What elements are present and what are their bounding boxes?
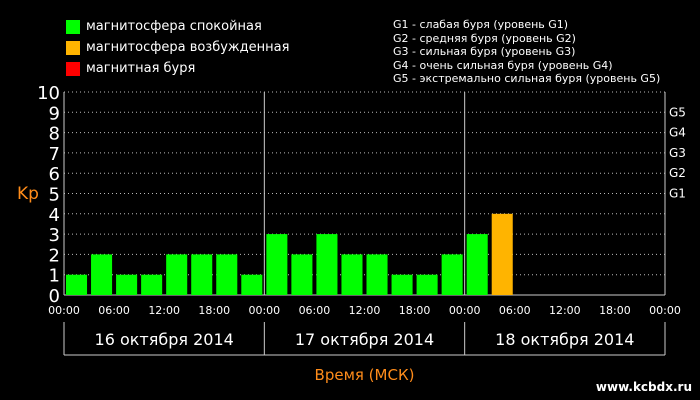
time-tick-label: 06:00 <box>98 304 130 317</box>
kp-bar <box>191 254 213 295</box>
y-axis-label: Kp <box>17 184 39 204</box>
g-level-label: G1 <box>669 187 686 201</box>
kp-bar <box>266 234 288 295</box>
y-tick-label: 0 <box>49 286 60 307</box>
y-tick-label: 10 <box>37 83 60 104</box>
legend-label-calm: магнитосфера спокойная <box>86 19 262 34</box>
g-level-label: G5 <box>669 105 686 119</box>
kp-bar <box>116 274 138 295</box>
y-tick-label: 6 <box>49 164 60 185</box>
kp-bar <box>291 254 313 295</box>
kp-bar <box>341 254 363 295</box>
kp-bar <box>166 254 188 295</box>
time-tick-label: 18:00 <box>399 304 431 317</box>
time-tick-label: 00:00 <box>649 304 681 317</box>
storm-level-g1: G1 - слабая буря (уровень G1) <box>393 18 569 31</box>
storm-level-g4: G4 - очень сильная буря (уровень G4) <box>393 58 613 72</box>
watermark: www.kcbdx.ru <box>595 380 692 394</box>
day-label: 17 октября 2014 <box>295 330 434 349</box>
time-tick-label: 06:00 <box>499 304 531 317</box>
legend-swatch-calm <box>66 19 80 34</box>
storm-level-g5: G5 - экстремально сильная буря (уровень … <box>393 72 661 85</box>
y-tick-label: 9 <box>49 103 60 124</box>
g-level-label: G4 <box>669 126 686 140</box>
kp-bar <box>141 274 163 295</box>
time-tick-label: 12:00 <box>549 304 581 317</box>
legend-swatch-excited <box>66 40 80 55</box>
kp-bar <box>91 254 113 295</box>
legend-label-excited: магнитосфера возбужденная <box>86 40 290 55</box>
legend: магнитосфера спокойная магнитосфера возб… <box>66 16 289 79</box>
legend-swatch-storm <box>66 61 80 76</box>
kp-bar <box>366 254 388 295</box>
y-tick-label: 1 <box>49 266 60 287</box>
x-axis-label: Время (МСК) <box>315 366 415 384</box>
y-tick-label: 3 <box>49 225 60 246</box>
storm-level-g2: G2 - средняя буря (уровень G2) <box>393 31 576 45</box>
time-tick-label: 00:00 <box>248 304 280 317</box>
y-tick-label: 2 <box>49 245 60 266</box>
storm-level-legend: G1 - слабая буря (уровень G1) G2 - средн… <box>393 18 660 86</box>
time-tick-label: 12:00 <box>349 304 381 317</box>
y-tick-label: 7 <box>49 144 60 165</box>
day-label: 18 октября 2014 <box>495 330 634 349</box>
kp-bar <box>416 274 438 295</box>
kp-bar <box>391 274 413 295</box>
y-tick-label: 5 <box>49 185 60 206</box>
time-tick-label: 00:00 <box>449 304 481 317</box>
legend-label-storm: магнитная буря <box>86 61 196 76</box>
kp-bar <box>216 254 238 295</box>
kp-bar <box>316 234 338 295</box>
time-tick-label: 06:00 <box>299 304 331 317</box>
g-level-label: G3 <box>669 146 686 160</box>
kp-bar <box>491 213 513 295</box>
kp-bar <box>66 274 88 295</box>
time-tick-label: 00:00 <box>48 304 80 317</box>
legend-item-excited: магнитосфера возбужденная <box>66 37 289 58</box>
time-tick-label: 18:00 <box>599 304 631 317</box>
storm-level-g3: G3 - сильная буря (уровень G3) <box>393 45 576 58</box>
kp-bar <box>441 254 463 295</box>
day-label: 16 октября 2014 <box>95 330 234 349</box>
kp-bar <box>466 234 488 295</box>
kp-bar <box>241 274 263 295</box>
legend-item-storm: магнитная буря <box>66 58 289 79</box>
legend-item-calm: магнитосфера спокойная <box>66 16 289 37</box>
g-level-label: G2 <box>669 166 686 180</box>
time-tick-label: 18:00 <box>198 304 230 317</box>
time-tick-label: 12:00 <box>148 304 180 317</box>
y-tick-label: 4 <box>49 205 60 226</box>
y-tick-label: 8 <box>49 124 60 145</box>
